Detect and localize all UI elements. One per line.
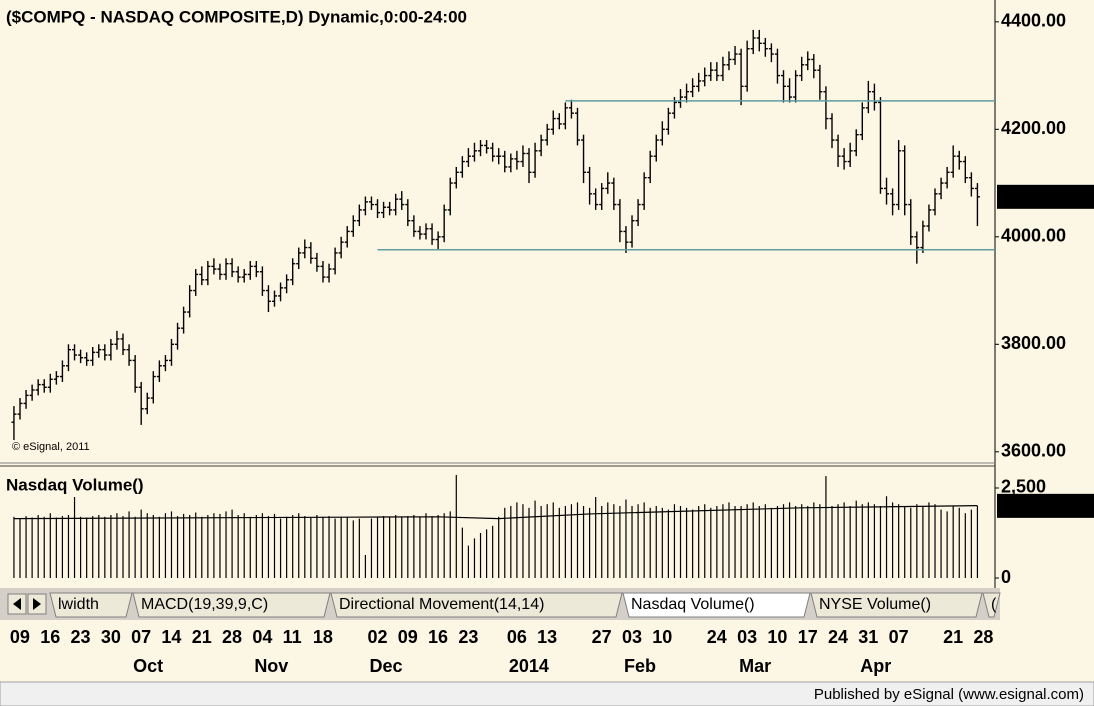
plot-marks [11, 29, 995, 579]
y-tick-label: 2,500 [1001, 477, 1046, 497]
tab[interactable] [330, 592, 623, 618]
chart-title: ($COMPQ - NASDAQ COMPOSITE,D) Dynamic,0:… [6, 7, 467, 26]
tab[interactable] [49, 592, 133, 618]
tab-label[interactable]: Directional Movement(14,14) [339, 596, 544, 613]
x-tick-label: 03 [737, 627, 757, 647]
x-tick-label: 16 [40, 627, 60, 647]
last-price-label: 4074.40 [1001, 186, 1066, 206]
x-month-label: Feb [624, 656, 656, 676]
arrow-icon [33, 598, 41, 610]
x-tick-label: 23 [71, 627, 91, 647]
tab[interactable] [982, 592, 1001, 618]
x-tick-label: 13 [537, 627, 557, 647]
x-tick-label: 16 [428, 627, 448, 647]
x-tick-label: 07 [131, 627, 151, 647]
x-month-label: 2014 [509, 656, 549, 676]
tabs: lwidth MACD(19,39,9,C) Directional Movemen… [49, 592, 1001, 618]
x-tick-label: 21 [192, 627, 212, 647]
volume-title: Nasdaq Volume() [6, 475, 144, 494]
x-month-label: Oct [133, 656, 163, 676]
x-tick-label: 06 [507, 627, 527, 647]
x-tick-label: 24 [828, 627, 848, 647]
x-tick-label: 18 [313, 627, 333, 647]
x-tick-label: 17 [798, 627, 818, 647]
x-tick-label: 09 [398, 627, 418, 647]
arrow-icon [13, 598, 21, 610]
tab-label[interactable]: ( [991, 596, 997, 613]
x-month-label: Nov [254, 656, 288, 676]
x-tick-label: 10 [652, 627, 672, 647]
tab-label[interactable]: Nasdaq Volume() [631, 596, 755, 613]
y-tick-label: 3800.00 [1001, 333, 1066, 353]
tab[interactable] [622, 592, 811, 618]
y-tick-label: 4400.00 [1001, 11, 1066, 31]
x-month-label: Dec [369, 656, 402, 676]
x-tick-label: 07 [889, 627, 909, 647]
x-tick-label: 21 [943, 627, 963, 647]
x-tick-label: 31 [858, 627, 878, 647]
x-tick-label: 27 [592, 627, 612, 647]
x-tick-label: 11 [283, 627, 302, 647]
x-tick-label: 03 [622, 627, 642, 647]
y-tick-label: 3600.00 [1001, 441, 1066, 461]
x-tick-label: 28 [973, 627, 993, 647]
y-tick-label: 4000.00 [1001, 226, 1066, 246]
last-volume-box [997, 493, 1094, 518]
footer-text: Published by eSignal (www.esignal.com) [814, 686, 1084, 703]
tab-label[interactable]: NYSE Volume() [819, 596, 931, 613]
footer-bar [0, 681, 1094, 706]
x-tick-label: 30 [101, 627, 121, 647]
x-tick-label: 28 [222, 627, 242, 647]
volume-average [13, 505, 978, 520]
tab[interactable] [810, 592, 983, 618]
x-month-label: Apr [860, 656, 891, 676]
tab-label[interactable]: MACD(19,39,9,C) [141, 596, 268, 613]
x-tick-label: 02 [367, 627, 387, 647]
x-tick-label: 14 [161, 627, 181, 647]
tab-label[interactable]: lwidth [58, 596, 99, 613]
last-price-box [997, 184, 1094, 209]
y-tick-label: 4200.00 [1001, 118, 1066, 138]
x-tick-label: 23 [458, 627, 478, 647]
y-tick-label: 0 [1001, 567, 1011, 587]
watermark: © eSignal, 2011 [12, 441, 90, 453]
last-volume-label: 2,004.23 [1000, 495, 1070, 515]
x-tick-label: 04 [252, 627, 272, 647]
x-tick-label: 10 [767, 627, 787, 647]
x-tick-label: 09 [10, 627, 30, 647]
tab[interactable] [132, 592, 331, 618]
x-month-label: Mar [739, 656, 771, 676]
x-tick-label: 24 [707, 627, 727, 647]
